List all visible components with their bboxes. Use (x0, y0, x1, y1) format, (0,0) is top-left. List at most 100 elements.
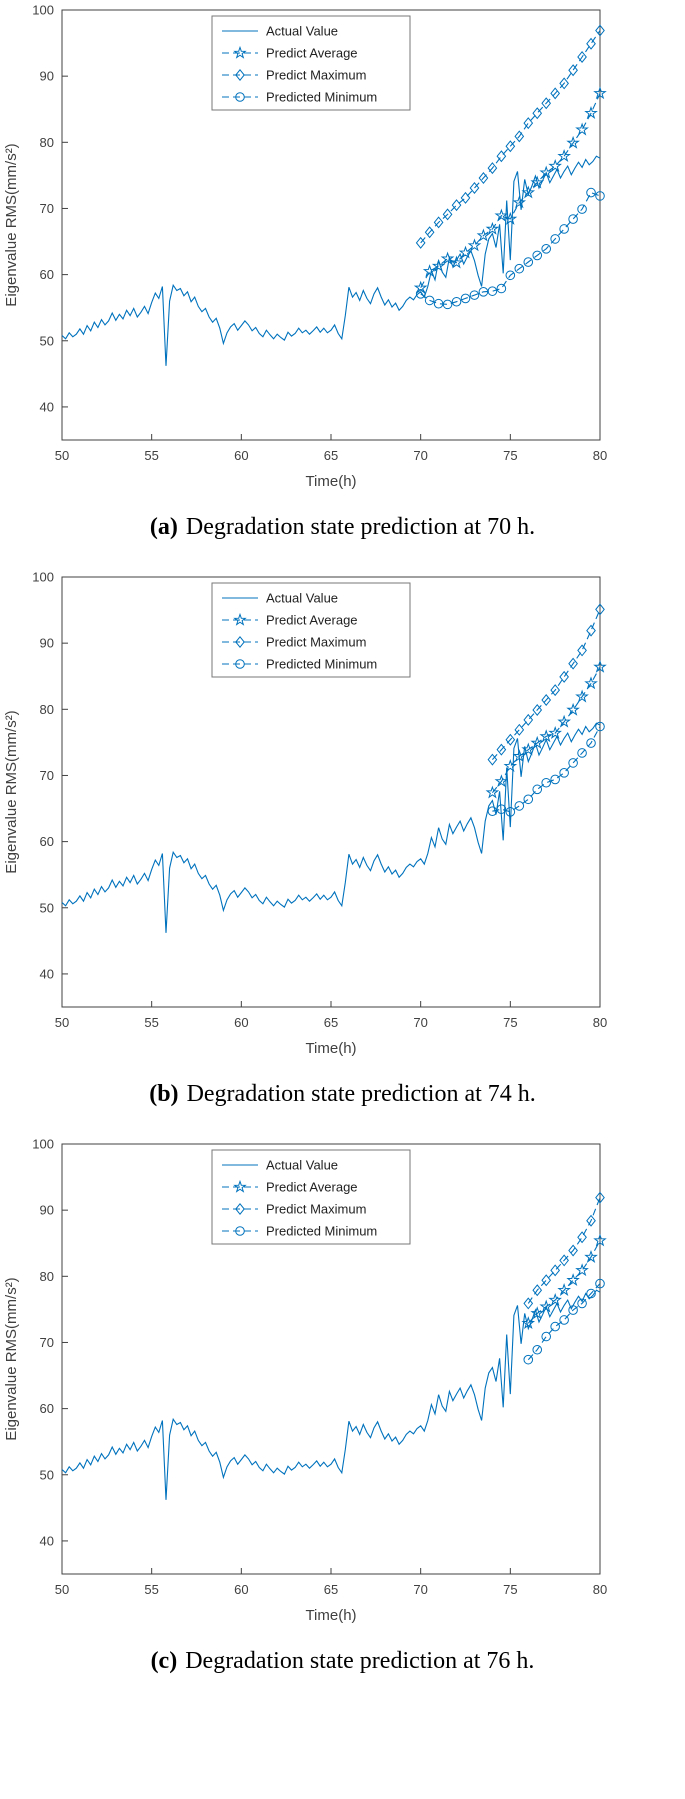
y-axis-label: Eigenvalue RMS(mm/s²) (3, 710, 20, 873)
circle-marker (487, 286, 498, 296)
y-tick-label: 70 (40, 201, 54, 216)
star-marker (512, 749, 527, 763)
x-tick-label: 60 (234, 448, 248, 463)
star-marker (593, 86, 607, 100)
diamond-marker (586, 1214, 596, 1227)
diamond-marker (541, 694, 552, 707)
diamond-marker (235, 69, 245, 81)
star-marker (233, 1179, 247, 1193)
y-tick-label: 90 (40, 69, 54, 84)
x-tick-label: 75 (503, 448, 517, 463)
circle-marker (577, 204, 587, 214)
circle-marker (568, 214, 578, 224)
circle-marker (550, 774, 560, 785)
y-tick-label: 80 (40, 702, 54, 717)
figure-c-caption: (c) Degradation state prediction at 76 h. (0, 1634, 685, 1701)
star-marker (440, 251, 455, 265)
x-tick-label: 70 (413, 448, 427, 463)
circle-marker (487, 806, 498, 816)
x-tick-label: 80 (593, 1015, 607, 1030)
legend-label: Predict Average (266, 1180, 358, 1195)
circle-marker (532, 250, 543, 261)
diamond-marker (415, 236, 426, 249)
figure-a-caption: (a) Degradation state prediction at 70 h. (0, 500, 685, 567)
chart-svg-b: 50 55 60 65 70 75 80 40 50 60 70 80 90 100 Time(h) Eige… (3, 570, 607, 1058)
y-tick-label: 100 (32, 570, 54, 585)
star-marker (566, 1273, 580, 1287)
diamond-marker (559, 77, 569, 90)
diamond-marker (451, 199, 462, 212)
star-marker (593, 1233, 607, 1247)
circle-marker (586, 187, 596, 198)
star-marker (467, 238, 482, 252)
star-marker (557, 714, 571, 728)
diamond-marker (550, 87, 561, 100)
x-tick-label: 55 (144, 1015, 158, 1030)
diamond-marker (487, 753, 498, 766)
diamond-marker (514, 723, 525, 736)
circle-marker (514, 263, 525, 274)
diamond-marker (577, 50, 587, 63)
star-marker (584, 106, 598, 119)
circle-marker (550, 234, 560, 244)
diamond-marker (424, 226, 435, 239)
series-line-actual-value (61, 155, 601, 366)
circle-marker (541, 777, 552, 788)
star-marker (566, 135, 580, 149)
series-line-predict-average (491, 666, 601, 794)
diamond-marker (568, 657, 578, 670)
star-marker (521, 1316, 536, 1330)
x-axis-label: Time(h) (305, 1607, 356, 1624)
diamond-marker (577, 1231, 587, 1244)
star-marker (449, 255, 464, 269)
diamond-marker (532, 107, 543, 120)
x-tick-label: 65 (324, 1015, 338, 1030)
diamond-marker (541, 97, 552, 110)
diamond-marker (595, 1191, 605, 1204)
star-marker (530, 735, 545, 749)
caption-text-a: Degradation state prediction at 70 h. (185, 514, 536, 540)
star-marker (539, 729, 553, 743)
diamond-marker (568, 1244, 578, 1257)
star-marker (593, 659, 607, 673)
circle-marker (595, 721, 605, 732)
circle-marker (415, 289, 426, 299)
star-marker (485, 221, 500, 235)
diamond-marker (487, 162, 498, 175)
legend-label: Predict Average (266, 613, 358, 628)
x-tick-label: 50 (55, 1015, 69, 1030)
circle-marker (523, 257, 534, 267)
circle-marker (496, 804, 507, 814)
star-marker (521, 185, 536, 199)
circle-marker (523, 1354, 534, 1365)
star-marker (494, 208, 509, 222)
diamond-marker (505, 140, 516, 153)
circle-marker (541, 1331, 552, 1342)
circle-marker (496, 283, 507, 294)
y-tick-label: 40 (40, 399, 54, 414)
star-marker (431, 258, 446, 272)
x-tick-label: 55 (144, 448, 158, 463)
diamond-marker (550, 684, 561, 697)
series-line-predict-maximum (420, 30, 601, 244)
diamond-marker (514, 130, 525, 143)
diamond-marker (568, 64, 578, 77)
diamond-marker (541, 1274, 552, 1287)
star-marker (530, 1306, 545, 1320)
figure-c: 50 55 60 65 70 75 80 40 50 60 70 80 90 100 Time(h) Eige… (0, 1134, 685, 1701)
circle-marker (235, 92, 245, 102)
y-tick-label: 50 (40, 333, 54, 348)
circle-marker (559, 1315, 569, 1325)
y-tick-label: 80 (40, 1269, 54, 1284)
diamond-marker (478, 172, 489, 185)
figure-b: 50 55 60 65 70 75 80 40 50 60 70 80 90 100 Time(h) Eige… (0, 567, 685, 1134)
diamond-marker (235, 1203, 245, 1215)
legend-label: Actual Value (266, 1158, 338, 1173)
chart-svg-a: 50 55 60 65 70 75 80 40 50 60 70 80 90 100 Time(h) Eige… (3, 3, 607, 491)
legend-box (211, 15, 411, 111)
star-marker (575, 122, 589, 136)
series-line-actual-value (61, 1289, 601, 1500)
diamond-marker (577, 644, 587, 657)
star-marker (476, 228, 491, 242)
diamond-marker (496, 743, 507, 756)
